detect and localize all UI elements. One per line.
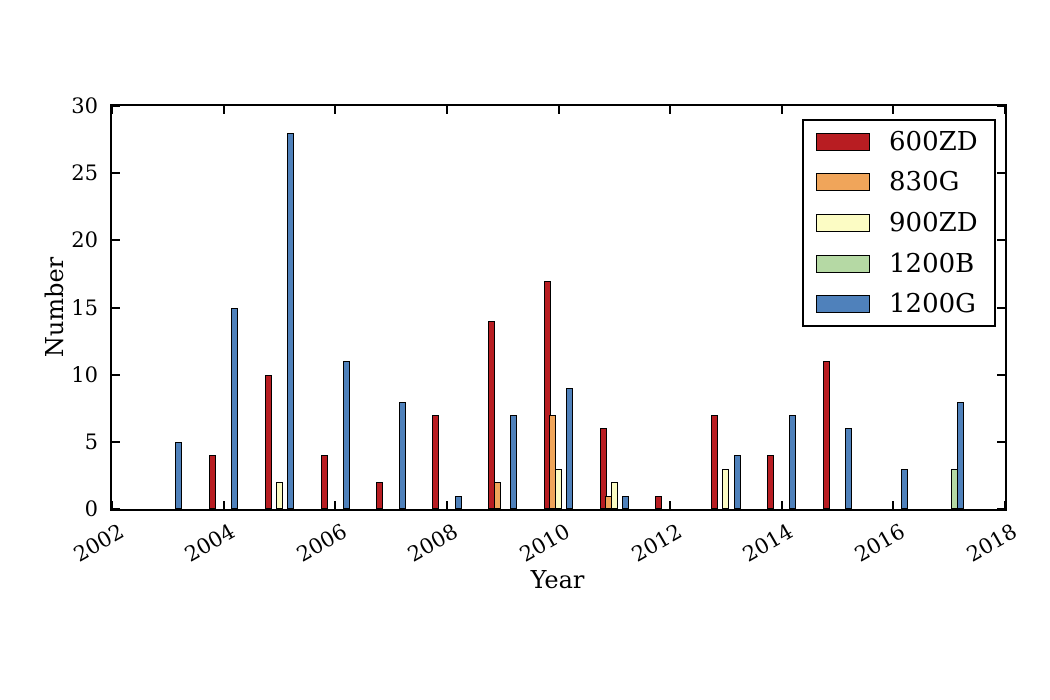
x-tick-top [669,106,672,114]
x-tick-bottom [334,501,337,509]
legend-label-900ZD: 900ZD [889,207,978,238]
x-tick-top [557,106,560,114]
y-tick-right [997,373,1005,376]
bar-1200G-2005 [287,132,295,509]
bar-1200G-2016 [901,468,909,509]
legend-swatch-830G [816,173,870,192]
legend-row-900ZD: 900ZD [804,203,994,243]
legend-swatch-1200G [816,295,870,314]
x-tick-label-2016: 2016 [850,519,909,567]
x-tick-top [780,106,783,114]
legend-label-1200G: 1200G [889,289,976,320]
bar-1200G-2011 [621,495,629,509]
x-tick-top [222,106,225,114]
bar-1200G-2017 [956,401,964,509]
bar-1200G-2015 [845,428,853,509]
legend-label-830G: 830G [889,167,960,198]
y-tick-left [112,508,120,510]
x-tick-top [334,106,337,114]
legend: 600ZD 830G 900ZD 1200B 1200G [802,119,996,327]
legend-row-830G: 830G [804,162,994,202]
y-tick-label-5: 5 [84,429,98,454]
y-tick-label-20: 20 [71,228,98,253]
bar-600ZD-2008 [432,414,440,509]
legend-row-1200B: 1200B [804,244,994,284]
y-tick-right [997,440,1005,443]
bar-830G-2009 [493,482,501,509]
bar-1200G-2013 [733,455,741,509]
legend-swatch-900ZD [816,213,870,232]
y-tick-label-30: 30 [71,94,98,118]
x-tick-label-2010: 2010 [515,519,574,567]
bar-1200G-2003 [175,441,183,509]
x-tick-label-2012: 2012 [627,519,686,567]
y-tick-right [997,172,1005,175]
bar-1200G-2010 [566,388,574,509]
bar-600ZD-2009 [488,320,496,509]
y-tick-right [997,105,1005,107]
y-tick-label-25: 25 [71,161,98,186]
y-tick-left [112,440,120,443]
x-tick-bottom [111,501,113,509]
legend-swatch-1200B [816,254,870,273]
y-tick-left [112,105,120,107]
legend-label-1200B: 1200B [889,248,975,279]
bar-600ZD-2011 [599,428,607,509]
x-tick-top [1004,106,1006,114]
y-axis-title: Number [41,256,69,358]
y-tick-label-0: 0 [84,497,98,521]
bar-600ZD-2012 [655,495,663,509]
bar-600ZD-2014 [767,455,775,509]
y-tick-label-15: 15 [71,295,98,320]
bar-900ZD-2011 [610,482,618,509]
bar-830G-2010 [549,414,557,509]
legend-label-600ZD: 600ZD [889,126,978,157]
legend-row-600ZD: 600ZD [804,122,994,162]
bar-600ZD-2013 [711,414,719,509]
x-tick-bottom [892,501,895,509]
x-tick-top [892,106,895,114]
bar-1200G-2007 [398,401,406,509]
bar-600ZD-2007 [376,482,384,509]
bar-1200G-2014 [789,414,797,509]
x-tick-label-2002: 2002 [69,519,128,567]
y-tick-right [997,306,1005,309]
y-tick-left [112,239,120,242]
y-tick-label-10: 10 [71,362,98,387]
bar-900ZD-2005 [275,482,283,509]
x-tick-top [111,106,113,114]
bar-1200G-2009 [510,414,518,509]
bar-1200G-2004 [231,307,239,509]
bar-600ZD-2015 [822,361,830,509]
x-tick-label-2018: 2018 [962,519,1021,567]
x-tick-label-2006: 2006 [292,519,351,567]
y-tick-left [112,306,120,309]
legend-swatch-600ZD [816,132,870,151]
x-tick-label-2008: 2008 [404,519,463,567]
x-tick-label-2004: 2004 [180,519,240,567]
bar-600ZD-2010 [543,280,551,509]
bar-600ZD-2005 [264,374,272,509]
legend-row-1200G: 1200G [804,284,994,324]
x-tick-bottom [222,501,225,509]
x-tick-bottom [669,501,672,509]
y-tick-right [997,239,1005,242]
y-tick-left [112,373,120,376]
x-tick-top [445,106,448,114]
x-tick-bottom [1004,501,1006,509]
x-tick-bottom [780,501,783,509]
y-tick-left [112,172,120,175]
bar-900ZD-2010 [555,468,562,509]
bar-600ZD-2006 [320,455,328,509]
x-tick-label-2014: 2014 [738,519,798,567]
bar-600ZD-2004 [208,455,216,509]
x-axis-title: Year [530,566,585,594]
bar-1200G-2008 [454,495,462,509]
bar-900ZD-2013 [722,468,730,509]
bar-1200G-2006 [342,361,350,509]
x-tick-bottom [445,501,448,509]
y-tick-right [997,508,1005,510]
